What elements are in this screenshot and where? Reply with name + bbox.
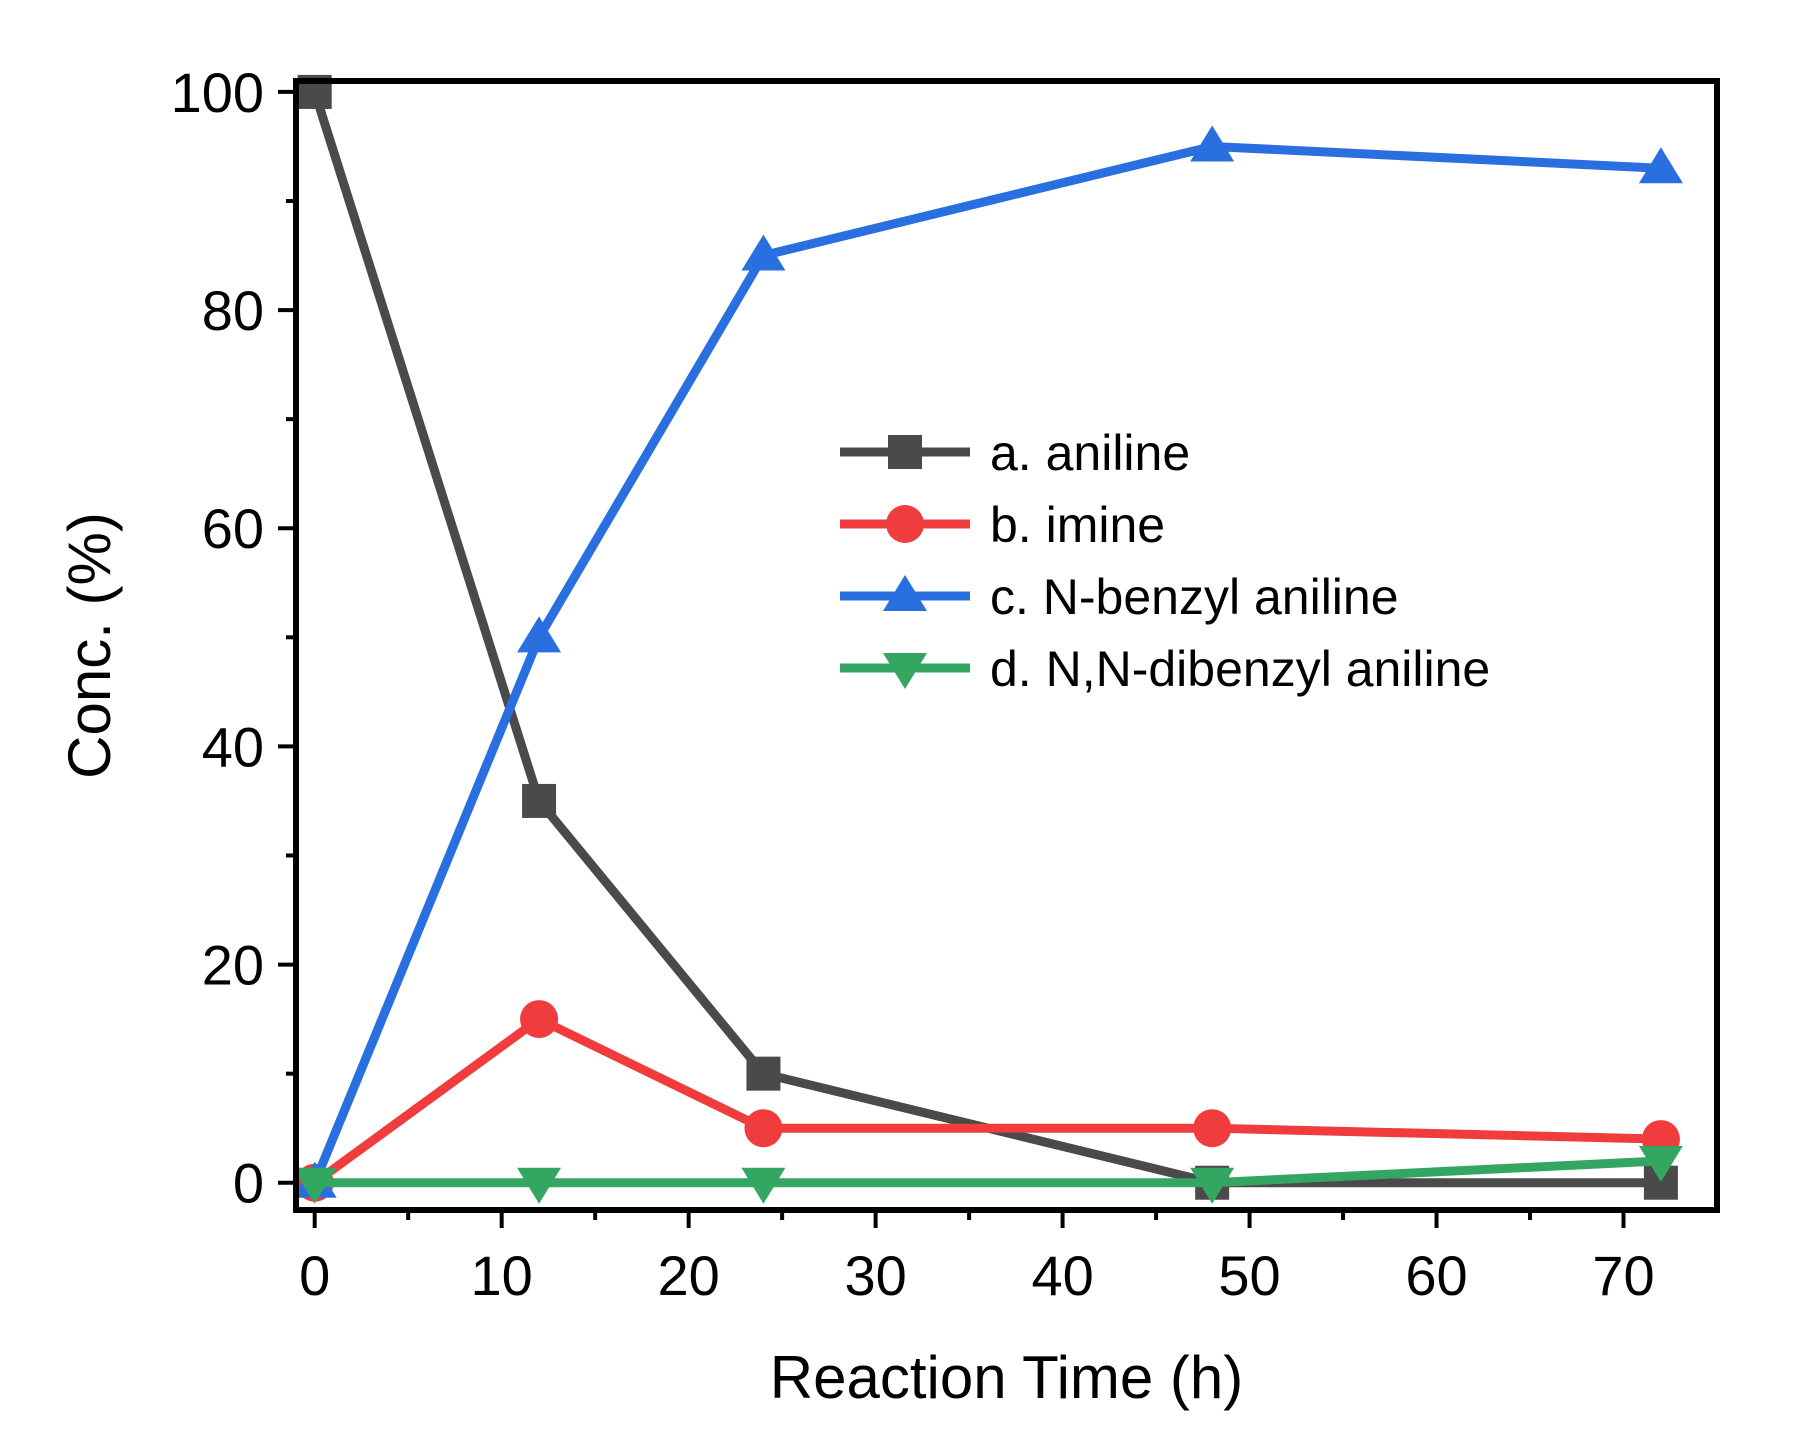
y-tick-label: 60 <box>202 497 264 560</box>
x-tick-label: 20 <box>657 1244 719 1307</box>
legend: a. aniline b. imine c. N-benzyl aniline d. … <box>840 425 1490 697</box>
x-axis-label: Reaction Time (h) <box>770 1344 1244 1411</box>
data-point <box>1193 1109 1232 1148</box>
data-point <box>517 1167 562 1204</box>
data-point <box>741 234 786 271</box>
legend-entry: c. N-benzyl aniline <box>840 569 1399 625</box>
data-point <box>1638 147 1683 184</box>
x-tick-label: 0 <box>299 1244 330 1307</box>
legend-marker <box>886 505 924 543</box>
legend-marker <box>883 653 927 689</box>
x-tick-label: 70 <box>1592 1244 1654 1307</box>
x-tick-label: 40 <box>1031 1244 1093 1307</box>
data-point <box>744 1109 783 1148</box>
legend-label: a. aniline <box>990 425 1190 481</box>
data-point <box>522 783 557 818</box>
legend-label: b. imine <box>990 497 1165 553</box>
x-tick-label: 10 <box>471 1244 533 1307</box>
data-point <box>520 1000 559 1039</box>
data-point <box>1638 1145 1683 1182</box>
series-3 <box>292 1145 1683 1204</box>
legend-marker <box>888 435 922 469</box>
y-axis-label: Conc. (%) <box>56 512 123 779</box>
legend-label: d. N,N-dibenzyl aniline <box>990 641 1490 697</box>
x-tick-label: 60 <box>1405 1244 1467 1307</box>
data-point <box>292 1167 337 1204</box>
data-point <box>746 1056 781 1091</box>
y-tick-label: 0 <box>233 1152 264 1215</box>
legend-entry: d. N,N-dibenzyl aniline <box>840 641 1490 697</box>
data-point <box>741 1167 786 1204</box>
legend-label: c. N-benzyl aniline <box>990 569 1399 625</box>
x-tick-label: 30 <box>844 1244 906 1307</box>
y-tick-label: 40 <box>202 715 264 778</box>
data-point <box>1190 125 1235 162</box>
y-tick-label: 80 <box>202 279 264 342</box>
legend-marker <box>883 575 927 611</box>
x-tick-label: 50 <box>1218 1244 1280 1307</box>
y-tick-label: 20 <box>202 934 264 997</box>
plot-frame <box>293 78 1720 1213</box>
y-tick-label: 100 <box>171 61 264 124</box>
legend-entry: b. imine <box>840 497 1165 553</box>
series-layer <box>292 74 1683 1204</box>
data-point <box>517 616 562 653</box>
legend-entry: a. aniline <box>840 425 1190 481</box>
axis-layer: 0 10 20 30 40 50 60 70 0 20 40 60 80 100 <box>171 61 1655 1307</box>
data-point <box>1190 1167 1235 1204</box>
